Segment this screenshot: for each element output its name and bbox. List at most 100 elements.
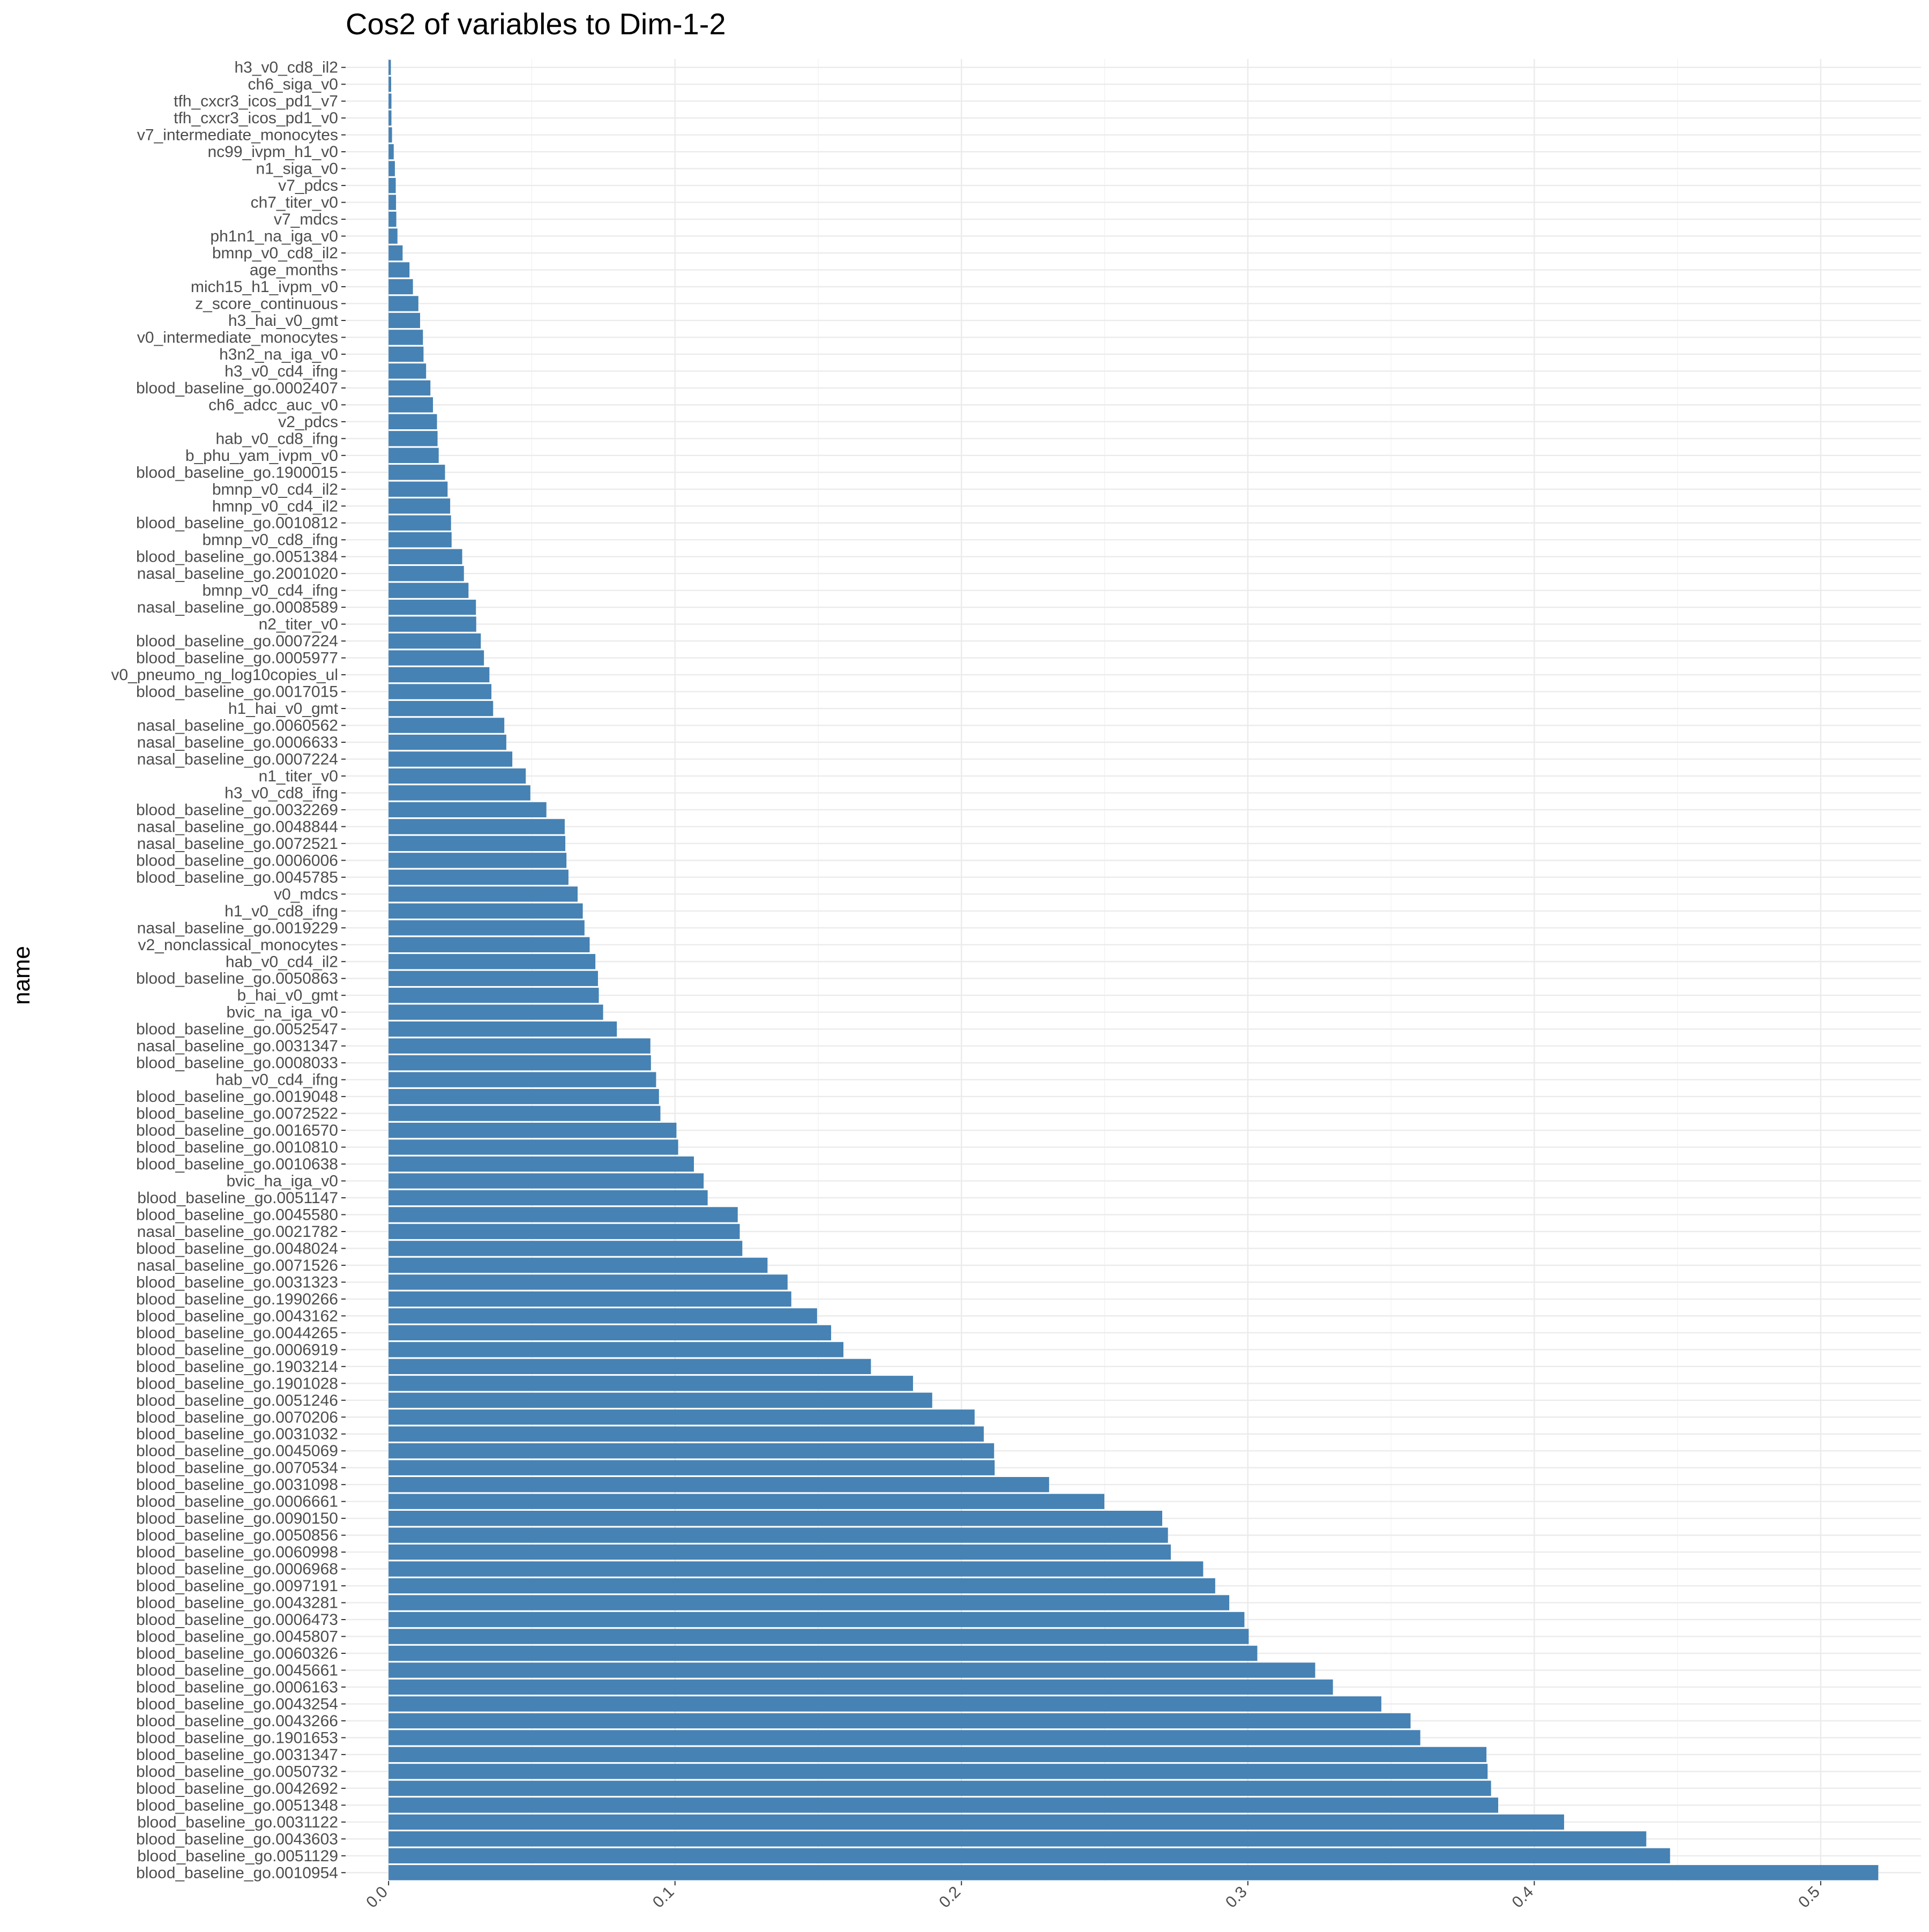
category-label: n1_siga_v0 — [256, 160, 338, 178]
x-tick-label: 0.1 — [649, 1883, 678, 1912]
category-label: blood_baseline_go.0006919 — [136, 1341, 338, 1359]
bar — [388, 211, 397, 227]
bar — [388, 1460, 995, 1475]
bar — [388, 1848, 1670, 1863]
bar — [388, 549, 462, 564]
bar — [388, 1696, 1381, 1712]
category-label: z_score_continuous — [195, 295, 338, 312]
bar — [388, 1325, 832, 1341]
category-label: blood_baseline_go.0019048 — [136, 1088, 338, 1106]
category-label: blood_baseline_go.0043603 — [136, 1830, 338, 1848]
category-label: nasal_baseline_go.0071526 — [137, 1257, 338, 1274]
bar — [388, 1426, 984, 1442]
bar — [388, 785, 530, 801]
category-label: blood_baseline_go.0051348 — [136, 1796, 338, 1814]
category-label: blood_baseline_go.0032269 — [136, 801, 338, 819]
category-label: nc99_ivpm_h1_v0 — [207, 143, 338, 161]
category-label: nasal_baseline_go.0006633 — [137, 734, 338, 751]
bar — [388, 1139, 678, 1155]
category-label: tfh_cxcr3_icos_pd1_v0 — [174, 109, 338, 127]
category-label: nasal_baseline_go.0021782 — [137, 1223, 338, 1241]
bar — [388, 312, 420, 329]
category-label: blood_baseline_go.0010954 — [136, 1864, 338, 1882]
bar — [388, 245, 403, 261]
category-label: bmnp_v0_cd4_il2 — [212, 481, 338, 498]
bar — [388, 599, 476, 615]
category-label: bmnp_v0_cd4_ifng — [202, 582, 338, 600]
bar — [388, 1831, 1647, 1847]
bar — [388, 346, 424, 362]
category-label: blood_baseline_go.0017015 — [136, 683, 338, 701]
bar — [388, 937, 590, 952]
category-label: blood_baseline_go.0045785 — [136, 869, 338, 886]
bar — [388, 1021, 617, 1037]
category-label: blood_baseline_go.0031347 — [136, 1746, 338, 1764]
category-label: blood_baseline_go.1901653 — [136, 1729, 338, 1747]
bar — [388, 1645, 1258, 1661]
category-label: h3n2_na_iga_v0 — [219, 346, 338, 363]
category-label: v2_pdcs — [278, 413, 338, 431]
bar — [388, 1274, 788, 1290]
category-label: blood_baseline_go.0051246 — [136, 1392, 338, 1409]
bar — [388, 77, 391, 92]
chart-title: Cos2 of variables to Dim-1-2 — [346, 7, 726, 41]
category-label: v7_mdcs — [274, 211, 338, 228]
bar — [388, 144, 394, 160]
x-tick-label: 0.0 — [363, 1883, 391, 1912]
category-label: blood_baseline_go.0043162 — [136, 1307, 338, 1325]
category-label: ch6_siga_v0 — [248, 76, 338, 93]
category-label: blood_baseline_go.0070534 — [136, 1459, 338, 1477]
bar — [388, 1612, 1245, 1628]
category-label: blood_baseline_go.0045069 — [136, 1442, 338, 1460]
category-label: blood_baseline_go.1901028 — [136, 1375, 338, 1392]
bar — [388, 684, 492, 699]
bar — [388, 1224, 740, 1240]
category-label: blood_baseline_go.0051384 — [136, 548, 338, 566]
category-label: v7_intermediate_monocytes — [137, 126, 338, 144]
bar — [388, 1342, 844, 1357]
category-label: blood_baseline_go.0010812 — [136, 514, 338, 532]
category-label: n1_titer_v0 — [259, 767, 338, 785]
category-label: nasal_baseline_go.0008589 — [137, 599, 338, 616]
bar — [388, 1679, 1333, 1695]
bar — [388, 1780, 1491, 1796]
category-label: blood_baseline_go.0031098 — [136, 1476, 338, 1494]
bar — [388, 296, 418, 311]
category-label: blood_baseline_go.0048024 — [136, 1240, 338, 1257]
category-label: nasal_baseline_go.0031347 — [137, 1038, 338, 1055]
category-label: blood_baseline_go.0005977 — [136, 650, 338, 667]
category-label: hab_v0_cd4_ifng — [215, 1071, 338, 1089]
category-label: blood_baseline_go.1900015 — [136, 464, 338, 481]
category-label: blood_baseline_go.0052547 — [136, 1020, 338, 1038]
bar — [388, 447, 439, 463]
bar — [388, 971, 598, 986]
bar — [388, 633, 481, 649]
bar — [388, 414, 437, 430]
category-label: hab_v0_cd8_ifng — [215, 430, 338, 447]
bar — [388, 1814, 1564, 1830]
category-label: blood_baseline_go.0050732 — [136, 1763, 338, 1780]
bar — [388, 1173, 704, 1189]
bar — [388, 853, 567, 868]
category-label: b_phu_yam_ivpm_v0 — [185, 447, 338, 465]
category-label: nasal_baseline_go.0007224 — [137, 750, 338, 768]
category-label: hab_v0_cd4_il2 — [226, 953, 338, 971]
bar — [388, 1662, 1315, 1678]
category-label: h3_v0_cd8_ifng — [225, 784, 338, 802]
category-label: blood_baseline_go.0060998 — [136, 1543, 338, 1561]
bar — [388, 566, 464, 581]
category-label: v0_mdcs — [274, 885, 338, 903]
bar — [388, 330, 423, 345]
bar — [388, 819, 565, 834]
category-label: blood_baseline_go.0010638 — [136, 1155, 338, 1173]
category-label: blood_baseline_go.0090150 — [136, 1510, 338, 1527]
bar — [388, 1291, 791, 1307]
category-label: nasal_baseline_go.2001020 — [137, 565, 338, 583]
bar — [388, 1072, 656, 1087]
bar — [388, 1241, 743, 1256]
bar — [388, 1308, 817, 1324]
category-label: blood_baseline_go.0006006 — [136, 852, 338, 869]
bar — [388, 1494, 1105, 1509]
